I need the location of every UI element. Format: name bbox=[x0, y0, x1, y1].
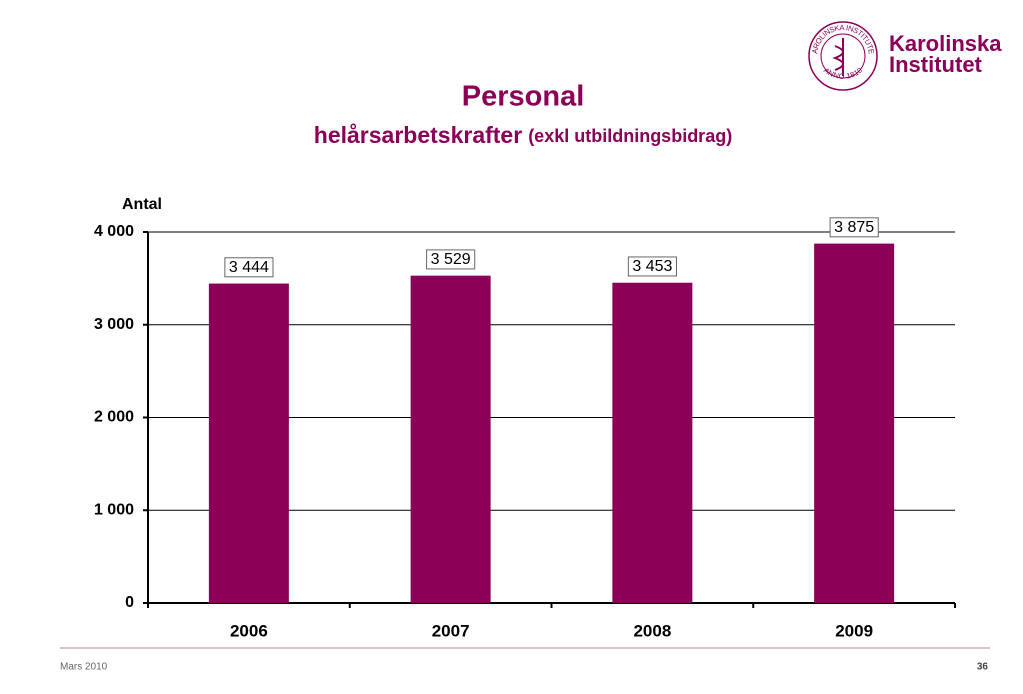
value-label: 3 453 bbox=[632, 258, 672, 275]
value-label: 3 875 bbox=[834, 219, 874, 236]
seal-text: KAROLINSKA INSTITUTET bbox=[0, 0, 876, 55]
y-tick-label: 4 000 bbox=[94, 223, 134, 240]
x-tick-label: 2008 bbox=[633, 621, 671, 640]
y-tick-label: 2 000 bbox=[94, 409, 134, 426]
value-label: 3 444 bbox=[229, 259, 269, 276]
y-tick-label: 1 000 bbox=[94, 501, 134, 518]
y-tick-label: 0 bbox=[125, 594, 134, 611]
seal-text-top: KAROLINSKA INSTITUTET bbox=[0, 0, 876, 55]
y-axis-label: Antal bbox=[122, 196, 162, 213]
x-tick-label: 2007 bbox=[432, 621, 470, 640]
logo-name: Institutet bbox=[889, 52, 983, 77]
value-label: 3 529 bbox=[431, 251, 471, 268]
x-tick-label: 2009 bbox=[835, 621, 873, 640]
page-number: 36 bbox=[977, 662, 989, 673]
bar bbox=[410, 275, 491, 603]
seal-inner bbox=[820, 33, 866, 79]
bar bbox=[208, 283, 289, 603]
chart-title: Personal bbox=[462, 81, 585, 113]
footer-date: Mars 2010 bbox=[60, 662, 108, 673]
bar bbox=[814, 243, 895, 603]
value-label-box bbox=[426, 249, 476, 270]
bar bbox=[612, 282, 693, 603]
logo-name: Karolinska bbox=[889, 31, 1002, 56]
value-label-box bbox=[627, 256, 677, 277]
subtitle-main: helårsarbetskrafter bbox=[314, 122, 522, 148]
y-tick-label: 3 000 bbox=[94, 316, 134, 333]
value-label-box bbox=[224, 257, 274, 278]
logo: KAROLINSKA INSTITUTET ANNO 1810 Karolins… bbox=[0, 0, 1002, 91]
seal-emblem bbox=[832, 38, 844, 76]
subtitle-note: (exkl utbildningsbidrag) bbox=[528, 126, 732, 146]
value-label-box bbox=[829, 217, 879, 238]
x-tick-label: 2006 bbox=[230, 621, 268, 640]
chart-subtitle: helårsarbetskrafter (exkl utbildningsbidr… bbox=[314, 122, 732, 148]
seal-ring bbox=[808, 21, 878, 91]
